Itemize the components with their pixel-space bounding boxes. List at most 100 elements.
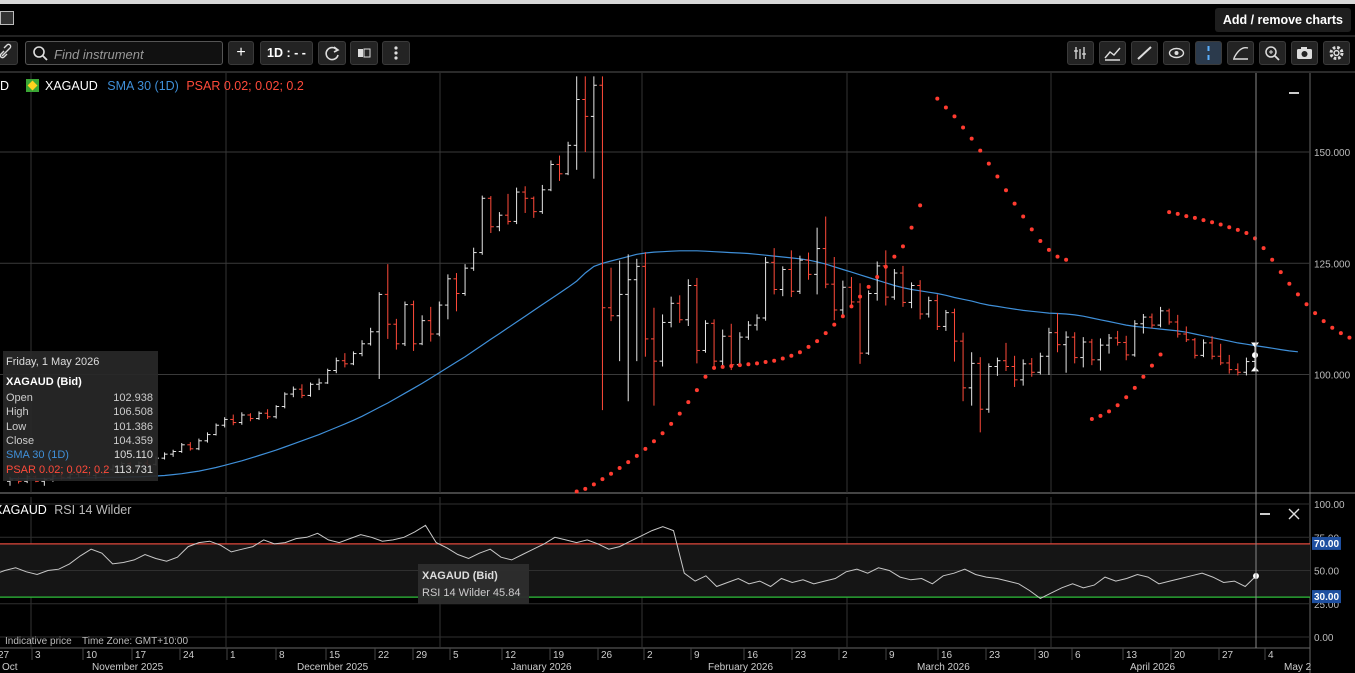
psar-dot (1046, 247, 1051, 252)
visibility-button[interactable] (1163, 41, 1190, 65)
day-tick-label: 2 (647, 650, 653, 661)
rsi-minimize-button[interactable] (1260, 513, 1270, 515)
candle (170, 449, 177, 457)
zoom-button[interactable] (1259, 41, 1286, 65)
search-input[interactable] (52, 44, 221, 64)
candle (350, 351, 357, 366)
psar-dot (789, 353, 794, 358)
candle (1148, 313, 1155, 329)
candle (625, 254, 632, 402)
add-instrument-button[interactable]: + (228, 41, 254, 65)
rsi-close-icon[interactable] (1287, 507, 1301, 521)
rsi-line (0, 524, 1257, 599)
instrument-label[interactable]: XAGAUD (45, 79, 98, 93)
psar-dot (1055, 254, 1060, 259)
psar-dot (746, 362, 751, 367)
candle (728, 323, 735, 371)
rsi-level-badge (1312, 590, 1341, 604)
psar-dot (1141, 374, 1146, 379)
candle (942, 309, 949, 331)
rsi-tooltip: XAGAUD (Bid) RSI 14 Wilder 45.84 (418, 564, 529, 604)
candle (290, 386, 297, 398)
month-label: December 2025 (297, 662, 369, 673)
rsi-level-badge (1312, 536, 1341, 550)
more-options-button[interactable] (382, 41, 410, 65)
add-remove-charts-button[interactable]: Add / remove charts (1214, 8, 1351, 32)
rsi-instrument-label[interactable]: XAGAUD (0, 503, 47, 517)
psar-dot (952, 114, 957, 119)
psar-legend[interactable]: PSAR 0.02; 0.02; 0.2 (186, 79, 304, 93)
indicators-button[interactable] (1099, 41, 1126, 65)
settings-button[interactable] (1323, 41, 1350, 65)
candle (1037, 352, 1044, 375)
rsi-tooltip-row: RSI 14 Wilder 45.84 (422, 587, 521, 599)
psar-dot (1227, 225, 1232, 230)
crosshair-button[interactable] (1195, 41, 1222, 65)
candle (796, 255, 803, 294)
link-button[interactable] (0, 41, 18, 65)
candle (788, 250, 795, 298)
day-tick-label: 20 (1174, 650, 1186, 661)
candle (822, 216, 829, 289)
candle (213, 423, 220, 436)
tooltip-row-low: Low 101.386 (6, 421, 153, 433)
eye-icon (1168, 47, 1185, 59)
candle (805, 252, 812, 280)
candle (281, 392, 288, 409)
psar-dot (1038, 239, 1043, 243)
candle (582, 76, 589, 152)
window-menu-icon[interactable] (0, 11, 14, 25)
psar-dot (875, 275, 880, 280)
high-marker (1251, 342, 1259, 348)
screenshot-button[interactable] (1291, 41, 1318, 65)
tooltip-row-psar: PSAR 0.02; 0.02; 0.2 113.731 (6, 464, 153, 476)
search-box[interactable] (25, 41, 223, 65)
interval-button[interactable]: 1D : - - (260, 41, 313, 65)
candle (1234, 363, 1241, 376)
psar-dot (669, 421, 674, 426)
psar-dot (634, 453, 639, 458)
candle (556, 155, 563, 181)
candle (839, 280, 846, 317)
timezone-label[interactable]: Time Zone: GMT+10:00 (82, 636, 189, 647)
refresh-button[interactable] (318, 41, 346, 65)
legend-cut-label: D (0, 79, 10, 93)
candle (633, 258, 640, 362)
candle (333, 357, 340, 374)
chart-layout-button[interactable] (350, 41, 378, 65)
price-pane-minimize-button[interactable] (1289, 92, 1299, 94)
psar-dot (737, 363, 742, 368)
day-tick-label: 1 (230, 650, 236, 661)
tooltip-row-open: Open 102.938 (6, 392, 153, 404)
psar-dot (806, 344, 811, 349)
psar-dot (1115, 403, 1120, 408)
tooltip-row-sma: SMA 30 (1D) 105.110 (6, 449, 153, 461)
indicator-bars-button[interactable] (1067, 41, 1094, 65)
candle (616, 260, 623, 362)
candle (590, 76, 597, 179)
candle (195, 438, 202, 451)
psar-dot (832, 322, 837, 327)
psar-dot (1184, 214, 1189, 219)
month-label: April 2026 (1130, 662, 1175, 673)
instrument-badge-icon[interactable] (25, 79, 39, 92)
price-tick-label: 100.000 (1314, 371, 1351, 382)
psar-dot (1244, 230, 1249, 235)
candle (1123, 335, 1130, 361)
day-tick-label: 26 (601, 650, 613, 661)
candle (522, 186, 529, 213)
psar-dot (892, 254, 897, 259)
sma-legend[interactable]: SMA 30 (1D) (107, 79, 179, 93)
candle (1071, 332, 1078, 364)
chart-type-button[interactable] (1227, 41, 1254, 65)
candle (1217, 343, 1224, 366)
drawing-tools-button[interactable] (1131, 41, 1158, 65)
candle (874, 261, 881, 301)
candle (1166, 308, 1173, 325)
candle (899, 265, 906, 307)
candle (359, 340, 366, 357)
day-tick-label: 4 (1268, 650, 1274, 661)
rsi-indicator-label[interactable]: RSI 14 Wilder (54, 503, 132, 517)
chart-toolbar: + 1D : - - (0, 38, 1355, 68)
